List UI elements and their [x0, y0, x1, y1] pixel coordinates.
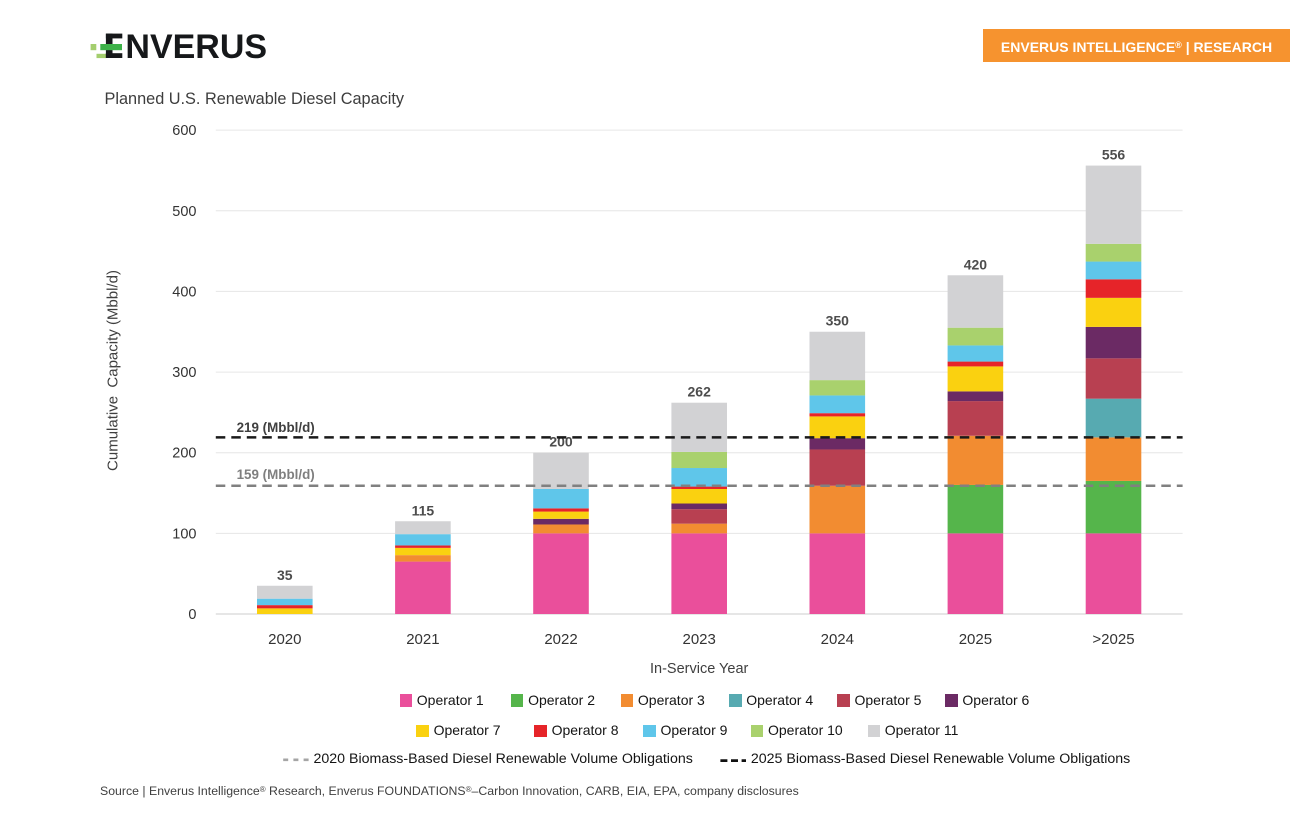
- svg-text:NVERUS: NVERUS: [125, 28, 267, 66]
- svg-text:115: 115: [412, 502, 435, 518]
- svg-text:420: 420: [964, 256, 988, 272]
- svg-text:262: 262: [688, 384, 712, 400]
- svg-text:2022: 2022: [544, 631, 577, 648]
- svg-text:219 (Mbbl/d): 219 (Mbbl/d): [237, 420, 315, 435]
- svg-text:200: 200: [549, 434, 573, 450]
- svg-text:100: 100: [172, 526, 196, 542]
- svg-text:Cumulative Capacity (Mbbl/d): Cumulative Capacity (Mbbl/d): [105, 270, 122, 471]
- svg-text:200: 200: [172, 446, 196, 462]
- svg-text:2024: 2024: [821, 631, 854, 648]
- svg-text:400: 400: [172, 284, 196, 300]
- svg-text:2025: 2025: [959, 631, 992, 648]
- svg-text:500: 500: [172, 204, 196, 220]
- svg-text:600: 600: [172, 123, 196, 139]
- svg-text:0: 0: [188, 607, 196, 623]
- svg-text:350: 350: [826, 313, 850, 329]
- svg-text:35: 35: [277, 567, 293, 583]
- svg-text:2021: 2021: [406, 631, 439, 648]
- svg-text:2020: 2020: [268, 631, 301, 648]
- svg-text:300: 300: [172, 365, 196, 381]
- svg-text:>2025: >2025: [1092, 631, 1134, 648]
- svg-text:In-Service Year: In-Service Year: [650, 661, 749, 677]
- svg-text:556: 556: [1102, 147, 1126, 163]
- svg-text:159 (Mbbl/d): 159 (Mbbl/d): [237, 467, 315, 482]
- svg-text:2023: 2023: [683, 631, 716, 648]
